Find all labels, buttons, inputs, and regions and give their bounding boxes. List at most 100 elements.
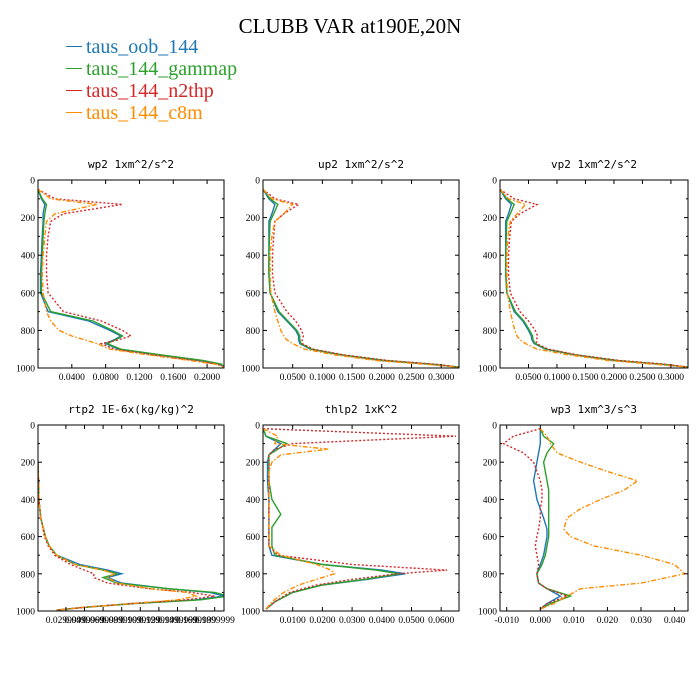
x-tick-label: 0.1099999 — [120, 616, 161, 626]
x-tick-label: 0.2500 — [629, 373, 655, 383]
panel: up2 1xm^2/s^2 0 200 400 600 800 1000 0.0500 0.10… — [241, 158, 460, 383]
y-tick-label: 400 — [483, 496, 498, 506]
series-line — [263, 189, 459, 368]
series-line — [500, 188, 688, 368]
panel: thlp2 1xK^2 0 200 400 600 800 1000 0.0100 0.0200… — [241, 403, 460, 626]
series-line — [263, 188, 459, 368]
series-line — [38, 188, 224, 368]
series-line — [263, 428, 336, 610]
y-tick-label: 400 — [483, 252, 498, 262]
x-tick-label: 0.0300 — [339, 616, 365, 626]
series-group — [502, 428, 687, 610]
x-tick-label: 0.2500 — [398, 373, 424, 383]
legend-label: taus_144_n2thp — [86, 80, 214, 102]
panel: wp2 1xm^2/s^2 0 200 400 600 800 1000 0.0400 0.08… — [16, 158, 225, 383]
y-tick-label: 200 — [21, 459, 36, 469]
panel-title: wp2 1xm^2/s^2 — [88, 158, 174, 171]
series-line — [536, 428, 573, 610]
series-group — [38, 462, 224, 611]
legend-entry: taus_oob_144 — [66, 36, 237, 58]
x-tick-label: 0.0600 — [428, 616, 454, 626]
y-tick-label: 200 — [21, 214, 36, 224]
x-tick-label: 0.1000 — [544, 373, 570, 383]
x-tick-label: 0.1499999 — [157, 616, 198, 626]
x-tick-label: 0.040 — [664, 616, 686, 626]
legend-label: taus_144_gammap — [86, 58, 238, 80]
panel-title: rtp2 1E-6x(kg/kg)^2 — [68, 403, 194, 416]
x-tick-label: 0.0400 — [369, 616, 395, 626]
y-tick-label: 0 — [255, 422, 260, 432]
y-tick-label: 800 — [246, 570, 261, 580]
y-tick-label: 800 — [483, 570, 498, 580]
plot-frame — [262, 179, 460, 369]
plot-frame — [499, 424, 689, 612]
x-tick-label: 0.0100 — [280, 616, 306, 626]
legend-entry: taus_144_n2thp — [66, 80, 237, 102]
x-tick-label: -0.010 — [494, 616, 519, 626]
series-line — [500, 189, 688, 368]
legend-line-icon — [66, 89, 82, 91]
legend-label: taus_144_c8m — [86, 102, 203, 124]
x-tick-label: 0.030 — [630, 616, 652, 626]
x-tick-label: 0.1600 — [160, 373, 186, 383]
x-tick-label: 0.0200 — [309, 616, 335, 626]
x-tick-label: 0.010 — [563, 616, 585, 626]
series-group — [38, 188, 224, 368]
y-tick-label: 600 — [21, 533, 36, 543]
x-tick-label: 0.2000 — [194, 373, 220, 383]
x-tick-label: 0.1200 — [126, 373, 152, 383]
x-tick-label: 0.1699999 — [176, 616, 217, 626]
y-tick-label: 200 — [246, 214, 261, 224]
y-tick-label: 800 — [246, 327, 261, 337]
y-tick-label: 600 — [246, 289, 261, 299]
series-line — [532, 428, 562, 610]
series-line — [38, 462, 215, 611]
y-tick-label: 0 — [30, 177, 35, 187]
series-line — [38, 462, 224, 611]
series-line — [38, 462, 224, 611]
x-tick-label: 0.0299999 — [46, 616, 87, 626]
x-tick-label: 0.0899999 — [102, 616, 143, 626]
x-tick-label: 0.020 — [597, 616, 619, 626]
y-tick-label: 600 — [246, 533, 261, 543]
x-tick-label: 0.0500 — [515, 373, 541, 383]
x-tick-label: 0.0699999 — [83, 616, 124, 626]
y-tick-label: 1000 — [478, 608, 497, 618]
series-line — [263, 428, 457, 610]
series-line — [263, 428, 400, 610]
panel: vp2 1xm^2/s^2 0 200 400 600 800 1000 0.0500 0.10… — [478, 158, 689, 383]
series-line — [38, 189, 224, 368]
y-tick-label: 400 — [246, 496, 261, 506]
y-tick-label: 600 — [483, 289, 498, 299]
plot-frame — [37, 179, 225, 369]
figure-title: CLUBB VAR at190E,20N — [238, 14, 462, 38]
y-tick-label: 400 — [21, 252, 36, 262]
y-tick-label: 0 — [492, 422, 497, 432]
y-tick-label: 400 — [246, 252, 261, 262]
y-tick-label: 200 — [483, 459, 498, 469]
y-tick-label: 1000 — [241, 608, 260, 618]
x-tick-label: 0.2000 — [601, 373, 627, 383]
y-tick-label: 600 — [21, 289, 36, 299]
legend-line-icon — [66, 111, 82, 113]
series-line — [500, 188, 688, 368]
panel: rtp2 1E-6x(kg/kg)^2 0 200 400 600 800 1000 0.02… — [16, 403, 235, 626]
series-line — [539, 428, 687, 610]
series-line — [263, 428, 406, 610]
legend: taus_oob_144 taus_144_gammap taus_144_n2… — [66, 36, 237, 124]
y-tick-label: 1000 — [478, 365, 497, 375]
x-tick-label: 0.1500 — [339, 373, 365, 383]
x-tick-label: 0.1299999 — [139, 616, 180, 626]
series-line — [500, 188, 688, 368]
x-tick-label: 0.0400 — [59, 373, 85, 383]
series-line — [263, 188, 459, 368]
series-line — [38, 189, 224, 368]
legend-line-icon — [66, 67, 82, 69]
series-line — [263, 188, 459, 368]
y-tick-label: 1000 — [16, 608, 35, 618]
plot-frame — [262, 424, 460, 612]
x-tick-label: 0.1500 — [572, 373, 598, 383]
y-tick-label: 800 — [21, 570, 36, 580]
x-tick-label: 0.0800 — [93, 373, 119, 383]
